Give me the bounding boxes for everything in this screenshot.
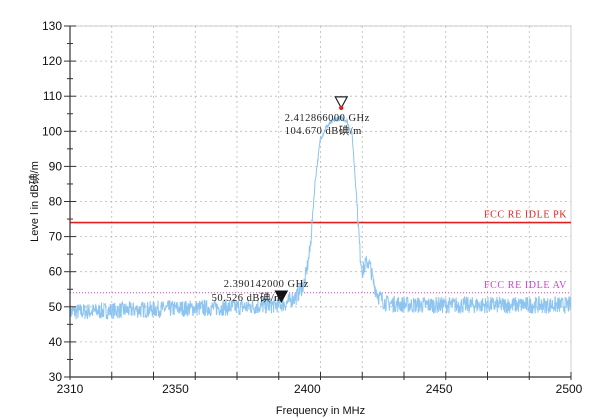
peak-marker-frequency: 2.412866000 GHz bbox=[285, 113, 370, 124]
y-tick-label: 90 bbox=[49, 159, 63, 173]
peak-marker-dot bbox=[339, 105, 344, 111]
edge-marker-frequency: 2.390142000 GHz bbox=[224, 279, 309, 290]
grid bbox=[69, 25, 572, 378]
limit-label: FCC RE IDLE PK bbox=[484, 210, 567, 221]
edge-marker-triangle bbox=[274, 290, 289, 303]
peak-marker-triangle bbox=[334, 96, 349, 110]
series-line-trace bbox=[69, 115, 572, 321]
y-tick-label: 40 bbox=[49, 335, 63, 349]
x-tick-label: 2350 bbox=[162, 382, 189, 396]
y-tick-label: 30 bbox=[49, 370, 63, 384]
y-tick-label: 80 bbox=[49, 195, 63, 209]
limit-label: FCC RE IDLE AV bbox=[484, 280, 567, 291]
x-tick-label: 2310 bbox=[57, 382, 84, 396]
y-tick-label: 100 bbox=[42, 124, 62, 138]
series-layer bbox=[69, 115, 572, 321]
limit-lines: FCC RE IDLE PK FCC RE IDLE AV bbox=[70, 210, 571, 294]
x-tick-label: 2400 bbox=[294, 382, 321, 396]
x-tick-label: 2450 bbox=[426, 382, 453, 396]
y-tick-label: 60 bbox=[49, 265, 63, 279]
y-tick-label: 130 bbox=[42, 19, 62, 33]
y-axis-label: Leve l in dB碘/m bbox=[28, 161, 41, 242]
axes bbox=[64, 25, 572, 380]
peak-marker-level: 104.670 dB碘/m bbox=[285, 124, 362, 137]
x-tick-label: 2500 bbox=[556, 382, 583, 396]
y-tick-label: 110 bbox=[43, 89, 62, 103]
y-tick-label: 70 bbox=[49, 230, 63, 244]
y-tick-label: 50 bbox=[49, 300, 63, 314]
x-axis-label: Frequency in MHz bbox=[276, 405, 365, 417]
y-tick-label: 120 bbox=[42, 54, 62, 68]
tick-labels: 30 40 50 60 70 80 90 100 110 120 130 2310 2350 2400 24… bbox=[42, 19, 583, 396]
edge-marker-level: 50.526 dB碘/m bbox=[212, 291, 283, 304]
